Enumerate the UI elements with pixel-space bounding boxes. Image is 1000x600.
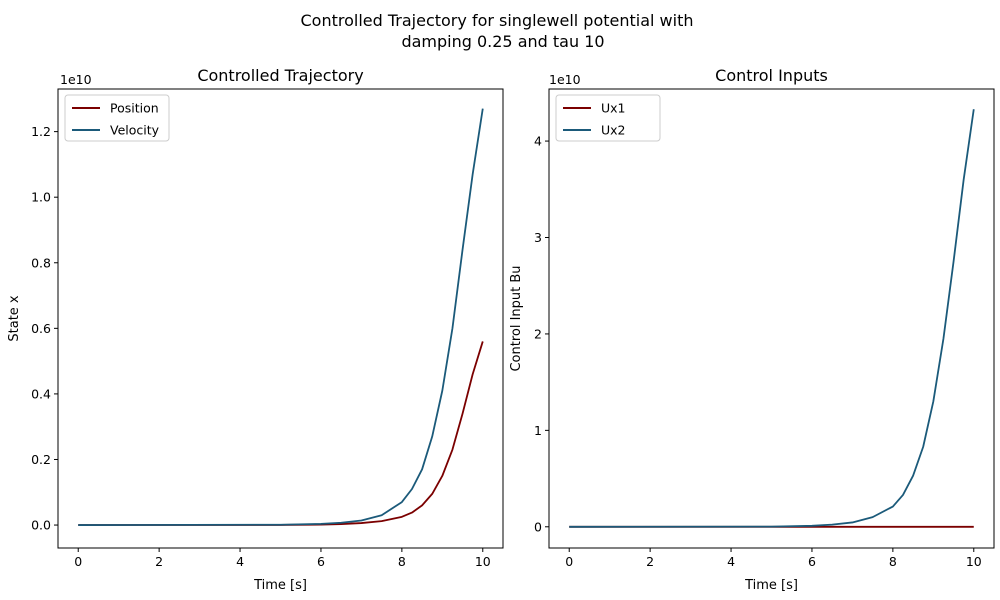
plot-title: Control Inputs <box>715 66 828 85</box>
y-tick-label: 0.6 <box>31 321 51 336</box>
y-tick-label: 0.2 <box>31 452 51 467</box>
y-offset-label: 1e10 <box>549 72 581 87</box>
x-axis-label: Time [s] <box>253 578 307 593</box>
y-tick-label: 2 <box>534 326 542 341</box>
x-tick-label: 2 <box>155 554 163 569</box>
legend-label-position: Position <box>110 101 159 116</box>
x-tick-label: 6 <box>317 554 325 569</box>
x-tick-label: 0 <box>565 554 573 569</box>
x-tick-label: 4 <box>727 554 735 569</box>
x-tick-label: 2 <box>646 554 654 569</box>
y-tick-label: 0.8 <box>31 255 51 270</box>
legend-label-ux2: Ux2 <box>601 123 626 138</box>
legend-label-velocity: Velocity <box>110 123 160 138</box>
x-tick-label: 0 <box>74 554 82 569</box>
plot-title: Controlled Trajectory <box>197 66 363 85</box>
y-tick-label: 1.0 <box>31 190 51 205</box>
figure-title-line-1: Controlled Trajectory for singlewell pot… <box>300 11 693 30</box>
legend-label-ux1: Ux1 <box>601 101 626 116</box>
y-tick-label: 1 <box>534 423 542 438</box>
y-axis-label: Control Input Bu <box>509 265 524 371</box>
y-tick-label: 0.4 <box>31 386 51 401</box>
y-offset-label: 1e10 <box>60 72 92 87</box>
x-axis-label: Time [s] <box>744 578 798 593</box>
y-tick-label: 0 <box>534 519 542 534</box>
x-tick-label: 10 <box>966 554 982 569</box>
y-tick-label: 0.0 <box>31 518 51 533</box>
series-line-velocity <box>78 108 484 526</box>
series-line-position <box>78 341 484 526</box>
axes-frame <box>548 88 995 549</box>
series-line-ux2 <box>569 109 975 528</box>
x-tick-label: 10 <box>475 554 491 569</box>
axes-frame <box>57 88 504 549</box>
y-tick-label: 1.2 <box>31 124 51 139</box>
x-tick-label: 8 <box>889 554 897 569</box>
y-tick-label: 3 <box>534 230 542 245</box>
x-tick-label: 8 <box>398 554 406 569</box>
x-tick-label: 6 <box>808 554 816 569</box>
y-tick-label: 4 <box>534 134 542 149</box>
x-tick-label: 4 <box>236 554 244 569</box>
y-axis-label: State x <box>7 295 22 342</box>
trajectory-plot: Controlled Trajectory 1e10 0 2 4 6 8 10 0.0 0.2 0.… <box>7 66 504 593</box>
figure-title-line-2: damping 0.25 and tau 10 <box>401 32 604 51</box>
control-inputs-plot: Control Inputs 1e10 0 2 4 6 8 10 0 1 2 3 4 Time [s] Co… <box>509 66 995 593</box>
